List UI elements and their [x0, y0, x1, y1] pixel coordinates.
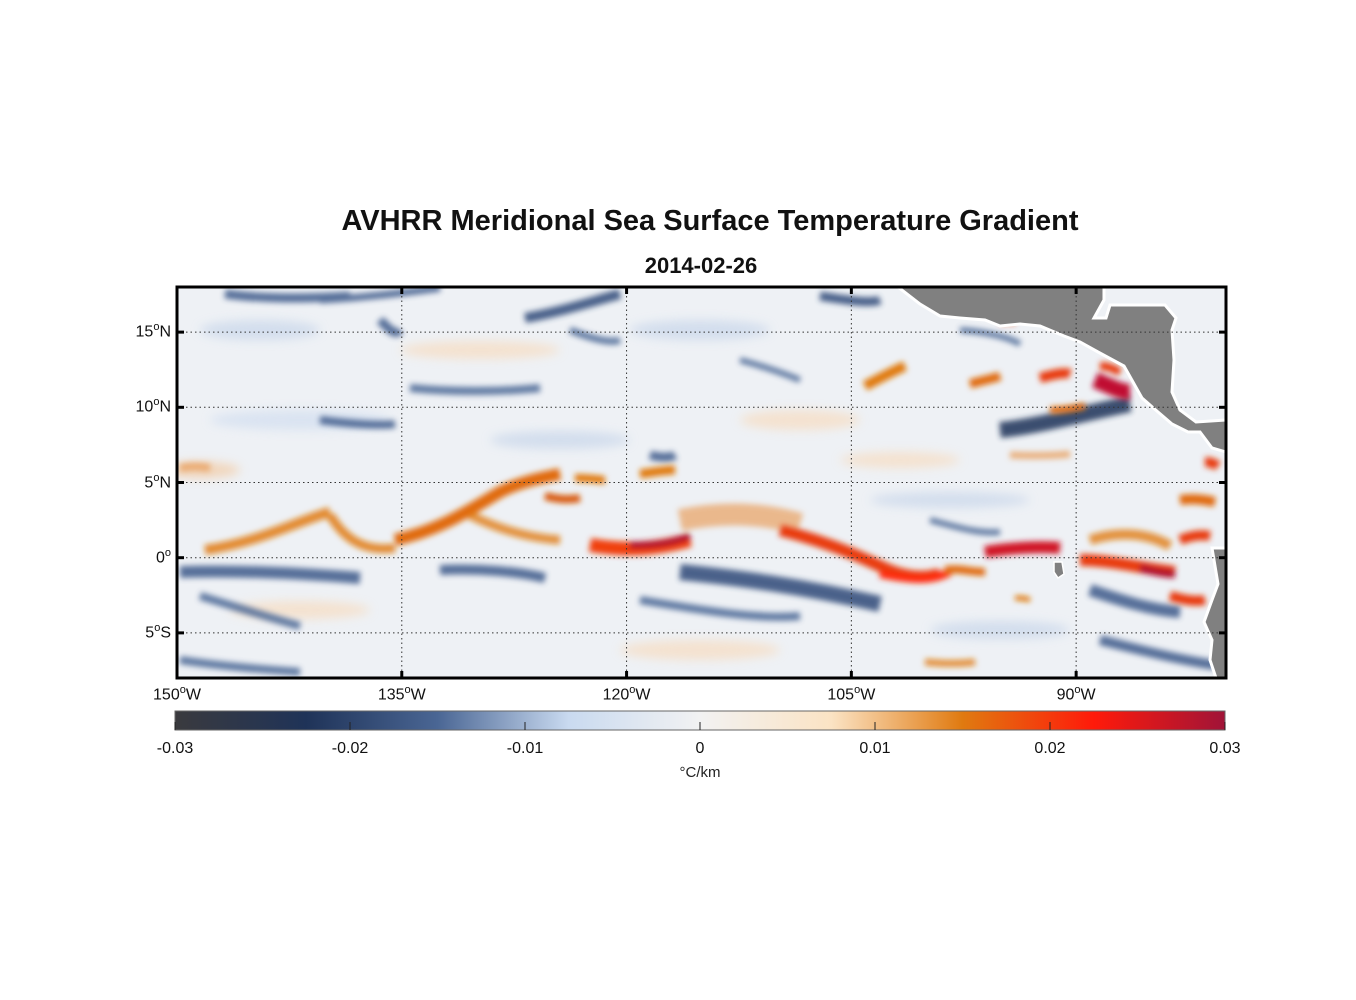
lon-tick-label: 105oW — [827, 684, 876, 704]
colorbar-tick-label: 0.01 — [859, 740, 891, 757]
lat-tick-label: 15oN — [135, 321, 171, 341]
colorbar-tick-label: -0.02 — [331, 740, 369, 757]
land-masses — [895, 287, 1226, 678]
lon-tick-label: 135oW — [377, 684, 426, 704]
colorbar-tick-label: -0.01 — [506, 740, 544, 757]
colorbar-tick-label: 0.02 — [1034, 740, 1066, 757]
colorbar-ticks — [174, 722, 1226, 730]
lat-tick-label: 5oS — [145, 621, 171, 642]
colorbar-tick-label: 0.03 — [1209, 740, 1241, 757]
colorbar-tick-label: -0.03 — [156, 740, 194, 757]
gridlines — [177, 287, 1226, 678]
lon-tick-label: 90oW — [1056, 684, 1096, 704]
lat-tick-label: 5oN — [144, 471, 171, 491]
sst-gradient-field — [177, 287, 1226, 678]
chart-subtitle: 2014-02-26 — [644, 253, 758, 278]
colorbar-tick-label: 0 — [695, 740, 705, 757]
lon-tick-label: 150oW — [153, 684, 201, 704]
lat-tick-label: 10oN — [135, 396, 171, 416]
frame-ticks — [175, 287, 1226, 678]
colorbar-unit-label: °C/km — [679, 764, 721, 781]
chart-title: AVHRR Meridional Sea Surface Temperature… — [341, 205, 1079, 237]
lon-tick-label: 120oW — [602, 684, 651, 704]
lat-tick-label: 0o — [155, 546, 171, 567]
